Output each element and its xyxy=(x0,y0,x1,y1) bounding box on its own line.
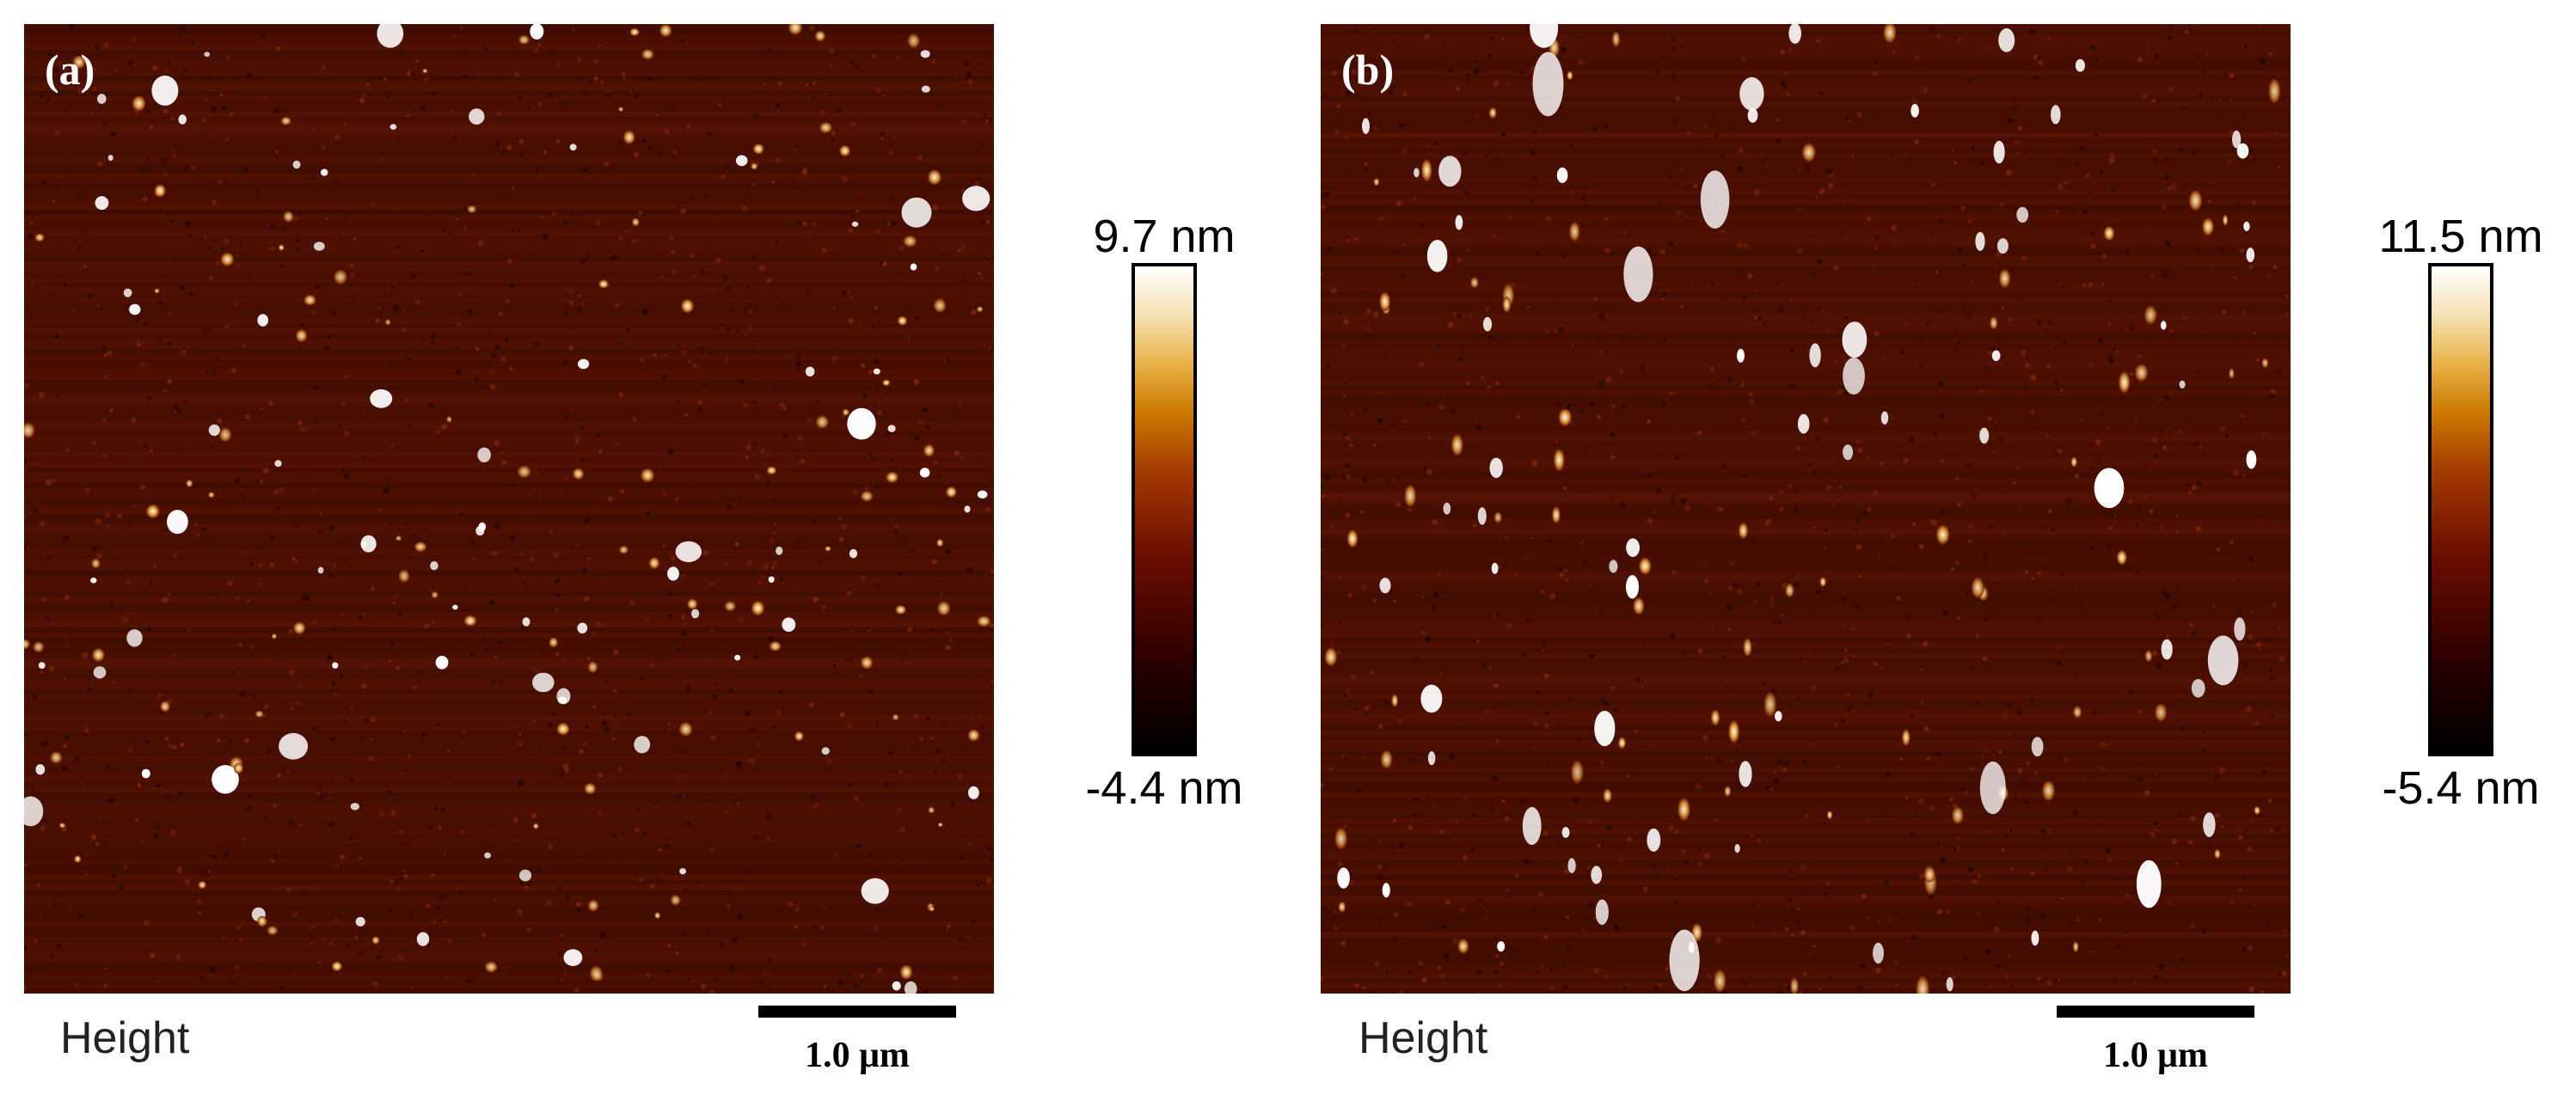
afm-panel-b: (b) Height 1.0 μm 11.5 nm -5.4 nm xyxy=(1288,0,2576,1107)
channel-label-b: Height xyxy=(1359,1013,1488,1063)
colorbar-b xyxy=(2428,263,2493,756)
scale-bar-label-b: 1.0 μm xyxy=(2103,1036,2208,1075)
afm-panel-a: (a) Height 1.0 μm 9.7 nm -4.4 nm xyxy=(24,24,1243,1075)
colorbar-a xyxy=(1132,263,1197,756)
scale-bar-label-a: 1.0 μm xyxy=(805,1036,910,1075)
colorbar-max-label-b: 11.5 nm xyxy=(2378,211,2543,262)
colorbar-max-label-a: 9.7 nm xyxy=(1093,211,1236,262)
panel-letter-b: (b) xyxy=(1341,46,1395,94)
afm-height-image-a xyxy=(24,24,994,994)
scale-bar-a xyxy=(758,1006,956,1018)
scale-bar-b xyxy=(2057,1006,2254,1018)
panel-letter-a: (a) xyxy=(45,46,95,94)
channel-label-a: Height xyxy=(60,1013,190,1063)
colorbar-min-label-b: -5.4 nm xyxy=(2382,762,2540,814)
afm-height-image-b xyxy=(1321,24,2291,994)
colorbar-min-label-a: -4.4 nm xyxy=(1085,762,1243,814)
